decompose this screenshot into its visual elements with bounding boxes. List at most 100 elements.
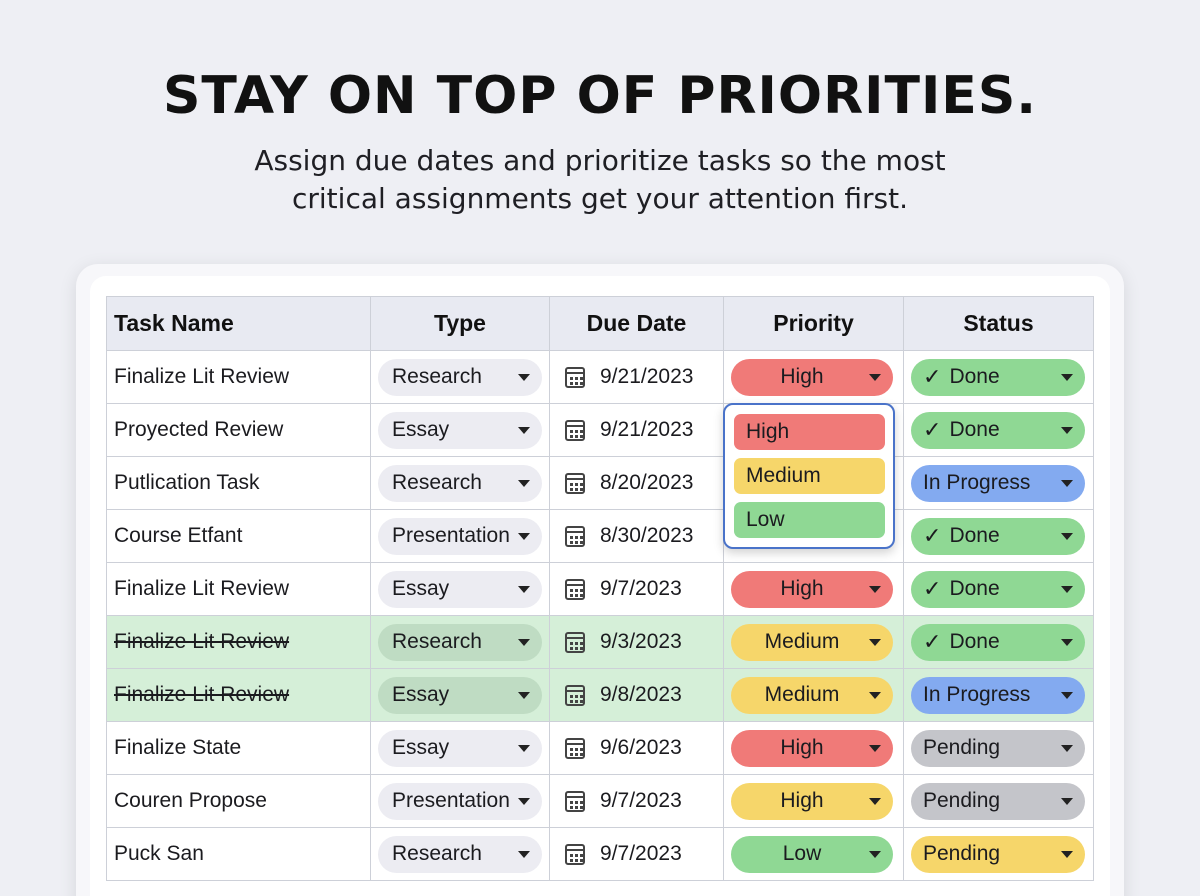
task-name-cell[interactable]: Finalize State <box>106 721 371 775</box>
priority-option-medium[interactable]: Medium <box>734 458 885 494</box>
task-name-cell[interactable]: Finalize Lit Review <box>106 615 371 669</box>
chevron-down-icon <box>1061 479 1073 487</box>
priority-dropdown[interactable]: High <box>731 782 893 820</box>
table-row[interactable]: Finalize State Essay 9/6/2023 High Pending <box>106 721 1094 775</box>
due-date-cell[interactable]: 9/7/2023 <box>549 562 724 616</box>
status-label: In Progress <box>923 471 1031 494</box>
priority-label: Medium <box>764 630 840 653</box>
status-label: Pending <box>923 736 1001 759</box>
priority-dropdown[interactable]: Medium <box>731 676 893 714</box>
table-row[interactable]: Putlication Task Research 8/20/2023 In Prog… <box>106 456 1094 510</box>
task-name: Finalize Lit Review <box>114 577 290 600</box>
task-name: Course Etfant <box>114 524 243 547</box>
chevron-down-icon <box>518 797 530 805</box>
status-dropdown[interactable]: ✓ Done <box>911 358 1085 396</box>
status-dropdown[interactable]: In Progress <box>911 676 1085 714</box>
status-dropdown[interactable]: ✓ Done <box>911 517 1085 555</box>
chevron-down-icon <box>518 744 530 752</box>
header-task-name[interactable]: Task Name <box>106 296 371 351</box>
type-dropdown[interactable]: Research <box>378 623 542 661</box>
type-dropdown[interactable]: Research <box>378 358 542 396</box>
type-dropdown[interactable]: Essay <box>378 676 542 714</box>
due-date-cell[interactable]: 9/21/2023 <box>549 350 724 404</box>
status-cell: ✓ Done <box>903 403 1094 457</box>
table-row[interactable]: Puck San Research 9/7/2023 Low Pending <box>106 827 1094 881</box>
due-date-cell[interactable]: 9/8/2023 <box>549 668 724 722</box>
task-name-cell[interactable]: Finalize Lit Review <box>106 668 371 722</box>
due-date-cell[interactable]: 8/20/2023 <box>549 456 724 510</box>
calendar-icon <box>565 631 585 653</box>
due-date-cell[interactable]: 9/6/2023 <box>549 721 724 775</box>
priority-cell: Medium <box>723 615 904 669</box>
type-cell: Essay <box>370 403 550 457</box>
hero-subtitle: Assign due dates and prioritize tasks so… <box>0 142 1200 218</box>
type-label: Research <box>392 842 482 865</box>
calendar-icon <box>565 366 585 388</box>
due-date-cell[interactable]: 8/30/2023 <box>549 509 724 563</box>
status-dropdown[interactable]: Pending <box>911 729 1085 767</box>
table-row[interactable]: Proyected Review Essay 9/21/2023 ✓ Done <box>106 403 1094 457</box>
type-dropdown[interactable]: Research <box>378 464 542 502</box>
task-name: Putlication Task <box>114 471 260 494</box>
type-dropdown[interactable]: Essay <box>378 729 542 767</box>
priority-dropdown[interactable]: High <box>731 729 893 767</box>
type-label: Presentation <box>392 524 510 547</box>
status-dropdown[interactable]: Pending <box>911 835 1085 873</box>
table-row[interactable]: Finalize Lit Review Essay 9/7/2023 High ✓ Don… <box>106 562 1094 616</box>
chevron-down-icon <box>869 585 881 593</box>
table-row[interactable]: Couren Propose Presentation 9/7/2023 High Pe… <box>106 774 1094 828</box>
due-date-cell[interactable]: 9/7/2023 <box>549 774 724 828</box>
table-row[interactable]: Finalize Lit Review Essay 9/8/2023 Medium In… <box>106 668 1094 722</box>
header-type[interactable]: Type <box>370 296 550 351</box>
priority-option-low[interactable]: Low <box>734 502 885 538</box>
header-priority[interactable]: Priority <box>723 296 904 351</box>
type-label: Research <box>392 471 482 494</box>
task-name-cell[interactable]: Course Etfant <box>106 509 371 563</box>
task-name-cell[interactable]: Couren Propose <box>106 774 371 828</box>
type-label: Research <box>392 365 482 388</box>
priority-dropdown[interactable]: Low <box>731 835 893 873</box>
status-dropdown[interactable]: ✓ Done <box>911 411 1085 449</box>
table-row[interactable]: Course Etfant Presentation 8/30/2023 ✓ Done <box>106 509 1094 563</box>
task-name-cell[interactable]: Proyected Review <box>106 403 371 457</box>
due-date-cell[interactable]: 9/3/2023 <box>549 615 724 669</box>
status-dropdown[interactable]: In Progress <box>911 464 1085 502</box>
type-dropdown[interactable]: Essay <box>378 570 542 608</box>
priority-cell: High <box>723 721 904 775</box>
chevron-down-icon <box>518 373 530 381</box>
type-dropdown[interactable]: Research <box>378 835 542 873</box>
priority-option-high[interactable]: High <box>734 414 885 450</box>
task-name: Finalize Lit Review <box>114 683 290 706</box>
task-name-cell[interactable]: Putlication Task <box>106 456 371 510</box>
task-name: Puck San <box>114 842 204 865</box>
chevron-down-icon <box>1061 797 1073 805</box>
type-dropdown[interactable]: Presentation <box>378 517 542 555</box>
table-row[interactable]: Finalize Lit Review Research 9/3/2023 Mediu… <box>106 615 1094 669</box>
status-dropdown[interactable]: Pending <box>911 782 1085 820</box>
priority-cell: Medium <box>723 668 904 722</box>
table-row[interactable]: Finalize Lit Review Research 9/21/2023 High… <box>106 350 1094 404</box>
task-name-cell[interactable]: Finalize Lit Review <box>106 350 371 404</box>
priority-dropdown[interactable]: High <box>731 358 893 396</box>
type-label: Presentation <box>392 789 510 812</box>
due-date-cell[interactable]: 9/7/2023 <box>549 827 724 881</box>
type-dropdown[interactable]: Essay <box>378 411 542 449</box>
type-dropdown[interactable]: Presentation <box>378 782 542 820</box>
hero-subtitle-line: critical assignments get your attention … <box>292 182 908 215</box>
header-status[interactable]: Status <box>903 296 1094 351</box>
status-dropdown[interactable]: ✓ Done <box>911 623 1085 661</box>
priority-cell: High <box>723 350 904 404</box>
due-date: 9/21/2023 <box>600 365 694 388</box>
hero-title: STAY ON TOP OF PRIORITIES. <box>162 66 1038 126</box>
priority-dropdown[interactable]: Medium <box>731 623 893 661</box>
header-due-date[interactable]: Due Date <box>549 296 724 351</box>
status-cell: Pending <box>903 774 1094 828</box>
task-name-cell[interactable]: Finalize Lit Review <box>106 562 371 616</box>
priority-cell: Low <box>723 827 904 881</box>
status-dropdown[interactable]: ✓ Done <box>911 570 1085 608</box>
task-name-cell[interactable]: Puck San <box>106 827 371 881</box>
due-date-cell[interactable]: 9/21/2023 <box>549 403 724 457</box>
check-icon: ✓ <box>923 576 942 601</box>
status-label: Pending <box>923 842 1001 865</box>
priority-dropdown[interactable]: High <box>731 570 893 608</box>
